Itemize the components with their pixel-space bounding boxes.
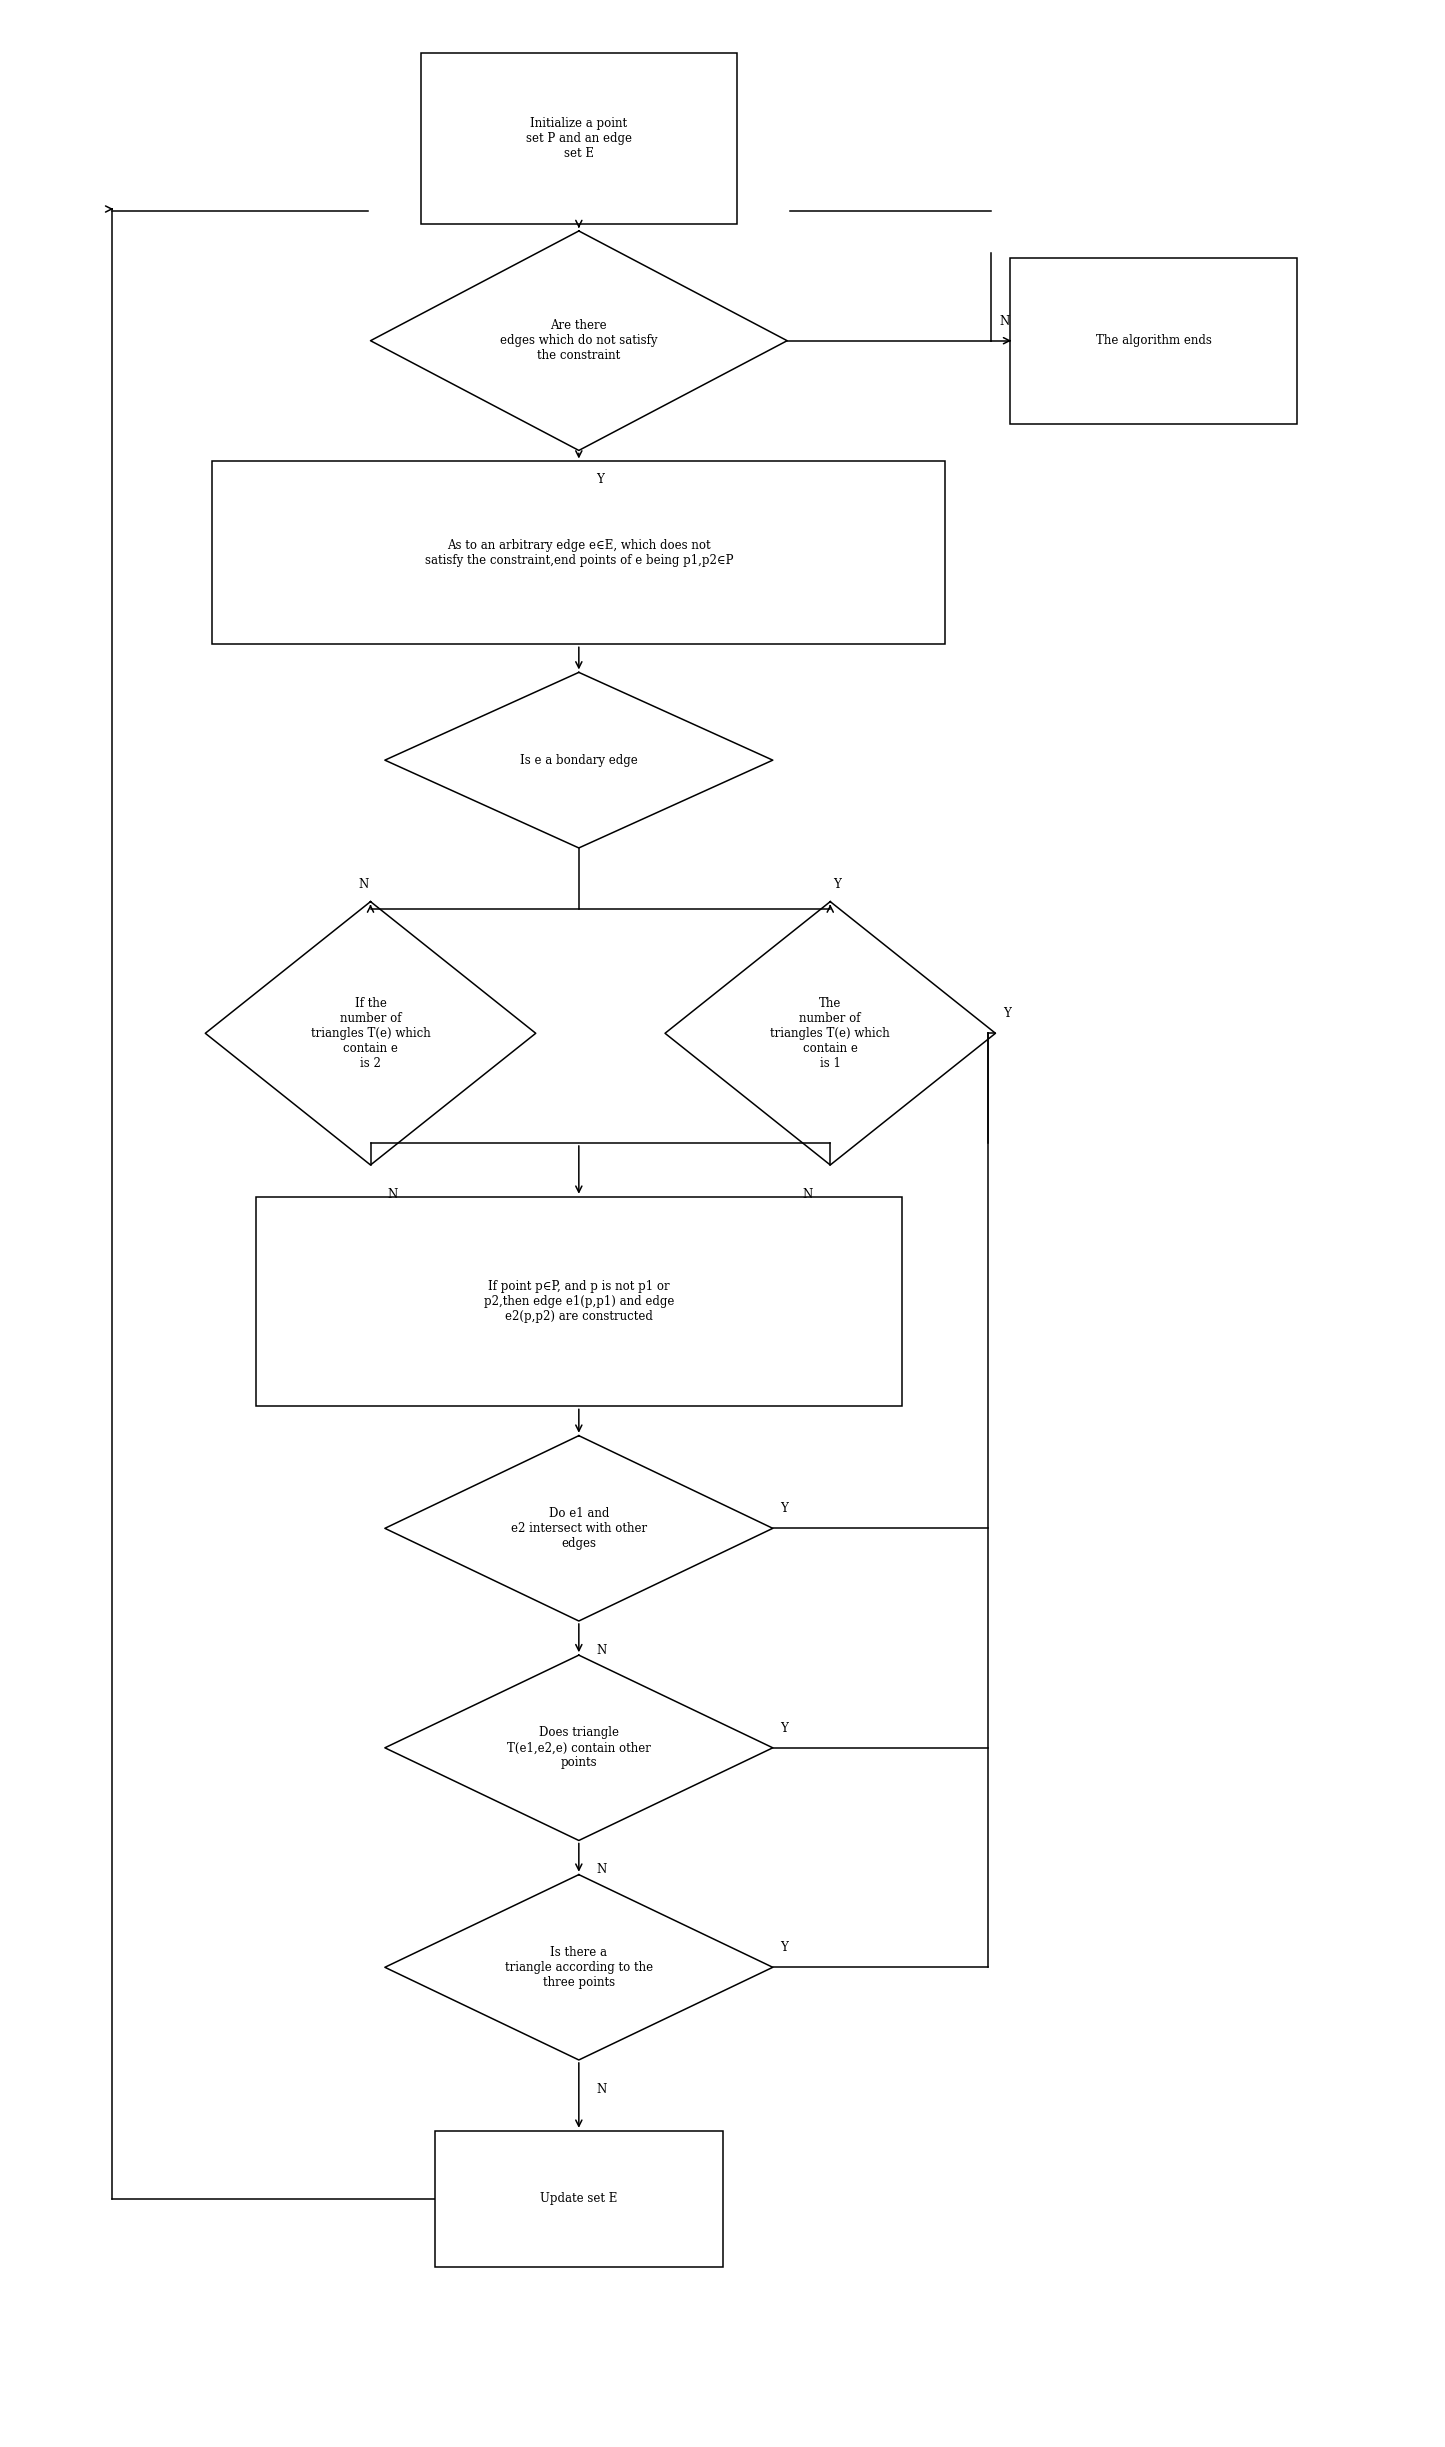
Text: Y: Y	[780, 1940, 788, 1955]
Text: N: N	[597, 1644, 607, 1657]
Text: The algorithm ends: The algorithm ends	[1095, 335, 1211, 347]
Text: The
number of
triangles T(e) which
contain e
is 1: The number of triangles T(e) which conta…	[770, 996, 890, 1069]
FancyBboxPatch shape	[256, 1197, 902, 1407]
Text: Is e a bondary edge: Is e a bondary edge	[520, 754, 637, 766]
FancyBboxPatch shape	[212, 462, 945, 644]
Text: Y: Y	[834, 878, 841, 891]
Text: Update set E: Update set E	[540, 2193, 617, 2205]
Text: If point p∈P, and p is not p1 or
p2,then edge e1(p,p1) and edge
e2(p,p2) are con: If point p∈P, and p is not p1 or p2,then…	[484, 1280, 673, 1324]
Text: N: N	[597, 2082, 607, 2095]
Polygon shape	[384, 1654, 773, 1840]
Text: Y: Y	[1003, 1008, 1010, 1020]
Text: Initialize a point
set P and an edge
set E: Initialize a point set P and an edge set…	[526, 117, 631, 159]
Text: N: N	[803, 1187, 814, 1201]
Polygon shape	[205, 900, 536, 1165]
Text: Are there
edges which do not satisfy
the constraint: Are there edges which do not satisfy the…	[500, 318, 657, 362]
Text: Y: Y	[597, 472, 604, 487]
Text: Y: Y	[780, 1502, 788, 1515]
Polygon shape	[384, 1436, 773, 1620]
Text: Does triangle
T(e1,e2,e) contain other
points: Does triangle T(e1,e2,e) contain other p…	[507, 1725, 650, 1769]
Text: N: N	[597, 1862, 607, 1877]
Text: N: N	[1000, 316, 1010, 328]
FancyBboxPatch shape	[1010, 257, 1298, 423]
FancyBboxPatch shape	[435, 2131, 722, 2268]
Polygon shape	[384, 1874, 773, 2060]
Polygon shape	[384, 673, 773, 849]
Polygon shape	[370, 230, 788, 450]
Text: Do e1 and
e2 intersect with other
edges: Do e1 and e2 intersect with other edges	[510, 1507, 647, 1549]
Text: Is there a
triangle according to the
three points: Is there a triangle according to the thr…	[504, 1945, 653, 1989]
Text: N: N	[387, 1187, 397, 1201]
Text: N: N	[358, 878, 368, 891]
Text: Y: Y	[780, 1723, 788, 1735]
Text: If the
number of
triangles T(e) which
contain e
is 2: If the number of triangles T(e) which co…	[311, 996, 431, 1069]
FancyBboxPatch shape	[420, 54, 737, 223]
Polygon shape	[665, 900, 996, 1165]
Text: As to an arbitrary edge e∈E, which does not
satisfy the constraint,end points of: As to an arbitrary edge e∈E, which does …	[425, 538, 733, 568]
